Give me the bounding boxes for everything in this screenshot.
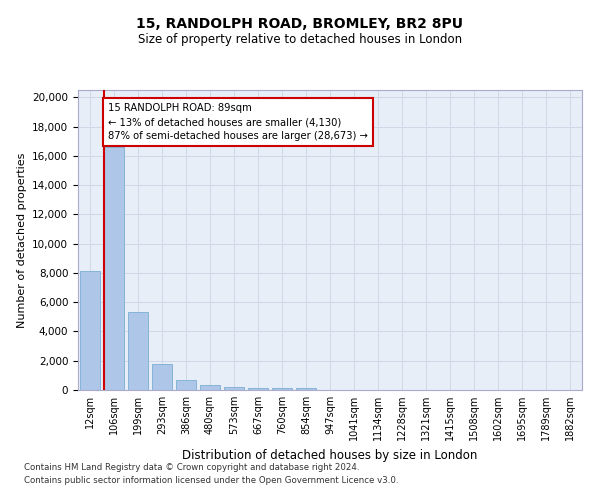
- Text: Contains public sector information licensed under the Open Government Licence v3: Contains public sector information licen…: [24, 476, 398, 485]
- Y-axis label: Number of detached properties: Number of detached properties: [17, 152, 26, 328]
- Bar: [248, 388, 268, 390]
- Bar: [104, 147, 124, 390]
- Bar: [200, 385, 220, 390]
- X-axis label: Distribution of detached houses by size in London: Distribution of detached houses by size …: [182, 448, 478, 462]
- Bar: [152, 364, 172, 390]
- Text: 15, RANDOLPH ROAD, BROMLEY, BR2 8PU: 15, RANDOLPH ROAD, BROMLEY, BR2 8PU: [137, 18, 464, 32]
- Text: 15 RANDOLPH ROAD: 89sqm
← 13% of detached houses are smaller (4,130)
87% of semi: 15 RANDOLPH ROAD: 89sqm ← 13% of detache…: [108, 103, 368, 141]
- Bar: [128, 312, 148, 390]
- Text: Contains HM Land Registry data © Crown copyright and database right 2024.: Contains HM Land Registry data © Crown c…: [24, 464, 359, 472]
- Bar: [272, 388, 292, 390]
- Bar: [80, 272, 100, 390]
- Bar: [224, 387, 244, 390]
- Text: Size of property relative to detached houses in London: Size of property relative to detached ho…: [138, 32, 462, 46]
- Bar: [296, 388, 316, 390]
- Bar: [176, 380, 196, 390]
